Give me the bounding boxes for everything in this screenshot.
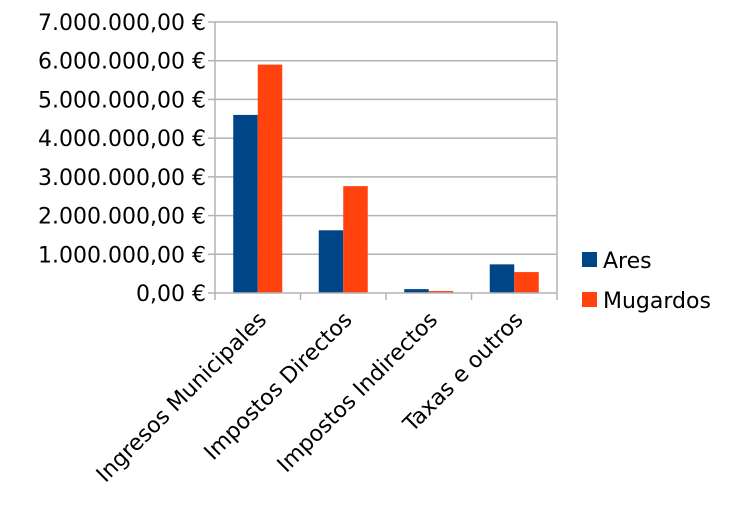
y-tick-label: 1.000.000,00 € [38,243,206,268]
bar-mugardos-0 [257,64,283,293]
legend: Ares Mugardos [582,249,711,314]
bar-ares-0 [233,114,258,294]
legend-swatch-ares [582,252,597,267]
y-tick-label: 6.000.000,00 € [38,50,206,75]
bar-mugardos-2 [428,291,454,293]
legend-swatch-mugardos [582,292,597,307]
y-tick-label: 2.000.000,00 € [38,205,206,230]
y-tick-label: 3.000.000,00 € [38,166,206,191]
legend-label: Mugardos [603,289,711,314]
bars [233,64,539,294]
bar-ares-2 [404,289,429,293]
bar-mugardos-3 [514,272,539,293]
bar-mugardos-1 [343,186,368,293]
bar-ares-1 [318,230,344,293]
y-tick-label: 4.000.000,00 € [38,127,206,152]
legend-label: Ares [603,249,652,274]
y-tick-label: 5.000.000,00 € [38,88,206,113]
y-tick-labels: 0,00 € 1.000.000,00 € 2.000.000,00 € 3.000.… [38,11,206,307]
y-tick-label: 7.000.000,00 € [38,11,206,36]
bar-ares-3 [489,264,515,293]
x-tick-label: Ingresos Municipales [92,308,272,488]
x-tick-label: Impostos Directos [200,308,358,466]
x-tick-label: Impostos Indirectos [273,308,443,478]
axes [208,21,558,300]
y-tick-label: 0,00 € [136,282,206,307]
